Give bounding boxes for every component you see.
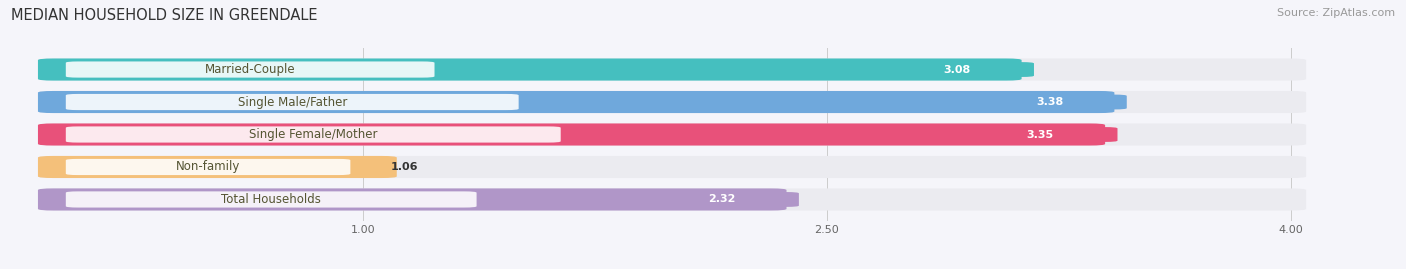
Text: MEDIAN HOUSEHOLD SIZE IN GREENDALE: MEDIAN HOUSEHOLD SIZE IN GREENDALE — [11, 8, 318, 23]
FancyBboxPatch shape — [66, 61, 434, 78]
Text: Single Female/Mother: Single Female/Mother — [249, 128, 377, 141]
Text: 3.08: 3.08 — [943, 65, 970, 75]
Text: Married-Couple: Married-Couple — [205, 63, 295, 76]
FancyBboxPatch shape — [38, 91, 1306, 113]
Text: 2.32: 2.32 — [707, 194, 735, 204]
FancyBboxPatch shape — [38, 58, 1022, 81]
Text: Single Male/Father: Single Male/Father — [238, 95, 347, 108]
Text: Source: ZipAtlas.com: Source: ZipAtlas.com — [1277, 8, 1395, 18]
FancyBboxPatch shape — [879, 62, 1033, 77]
Text: 3.38: 3.38 — [1036, 97, 1063, 107]
Text: 1.06: 1.06 — [391, 162, 418, 172]
FancyBboxPatch shape — [963, 127, 1118, 142]
FancyBboxPatch shape — [38, 188, 1306, 211]
FancyBboxPatch shape — [66, 126, 561, 143]
Text: 3.35: 3.35 — [1026, 129, 1053, 140]
FancyBboxPatch shape — [38, 188, 786, 211]
FancyBboxPatch shape — [38, 156, 1306, 178]
FancyBboxPatch shape — [66, 159, 350, 175]
FancyBboxPatch shape — [38, 123, 1105, 146]
FancyBboxPatch shape — [38, 156, 396, 178]
FancyBboxPatch shape — [38, 91, 1115, 113]
Text: Non-family: Non-family — [176, 161, 240, 174]
FancyBboxPatch shape — [972, 95, 1126, 109]
FancyBboxPatch shape — [66, 94, 519, 110]
FancyBboxPatch shape — [38, 58, 1306, 81]
FancyBboxPatch shape — [644, 192, 799, 207]
FancyBboxPatch shape — [38, 123, 1306, 146]
FancyBboxPatch shape — [66, 191, 477, 208]
Text: Total Households: Total Households — [221, 193, 321, 206]
